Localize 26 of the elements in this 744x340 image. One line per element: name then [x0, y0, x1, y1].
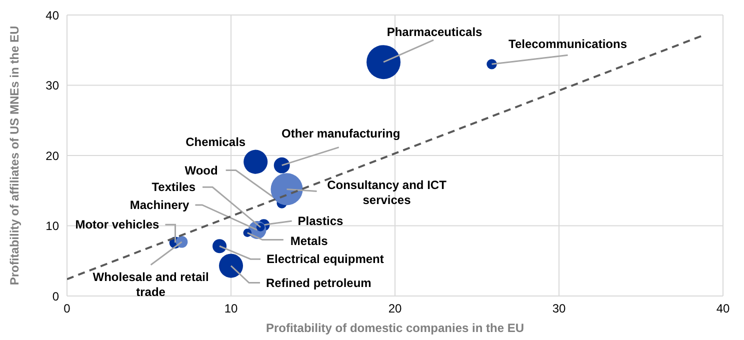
text: Electrical equipment [266, 252, 384, 266]
text: Plastics [298, 214, 344, 228]
text: Textiles [152, 180, 196, 194]
x-tick-label: 20 [388, 302, 402, 316]
series-label: Telecommunications [508, 37, 628, 52]
series-label: Pharmaceuticals [386, 25, 483, 40]
x-axis-title: Profitability of domestic companies in the EU [266, 321, 524, 335]
y-tick-label: 10 [46, 219, 60, 234]
text: Refined petroleum [266, 276, 372, 290]
series-label: Chemicals [186, 134, 246, 149]
text: Consultancy and ICT services [327, 178, 448, 208]
y-tick-label: 40 [46, 8, 60, 22]
x-tick-label: 30 [552, 302, 566, 316]
y-axis-title: Profitability of affiliates of US MNEs in the EU [7, 26, 22, 286]
text: Wood [184, 163, 218, 178]
y-tick-label: 20 [46, 148, 60, 163]
x-tick-label: 0 [64, 302, 71, 316]
x-tick-label: 10 [224, 302, 238, 316]
text: Wholesale and retail trade [92, 270, 209, 299]
text: Metals [290, 234, 328, 248]
x-tick-label: 40 [716, 302, 730, 316]
text: Machinery [130, 198, 190, 212]
y-tick-label: 0 [52, 289, 60, 304]
series-label: Other manufacturing [281, 126, 400, 140]
y-tick-label: 30 [46, 78, 60, 93]
series-label: Motor vehicles [75, 218, 160, 232]
